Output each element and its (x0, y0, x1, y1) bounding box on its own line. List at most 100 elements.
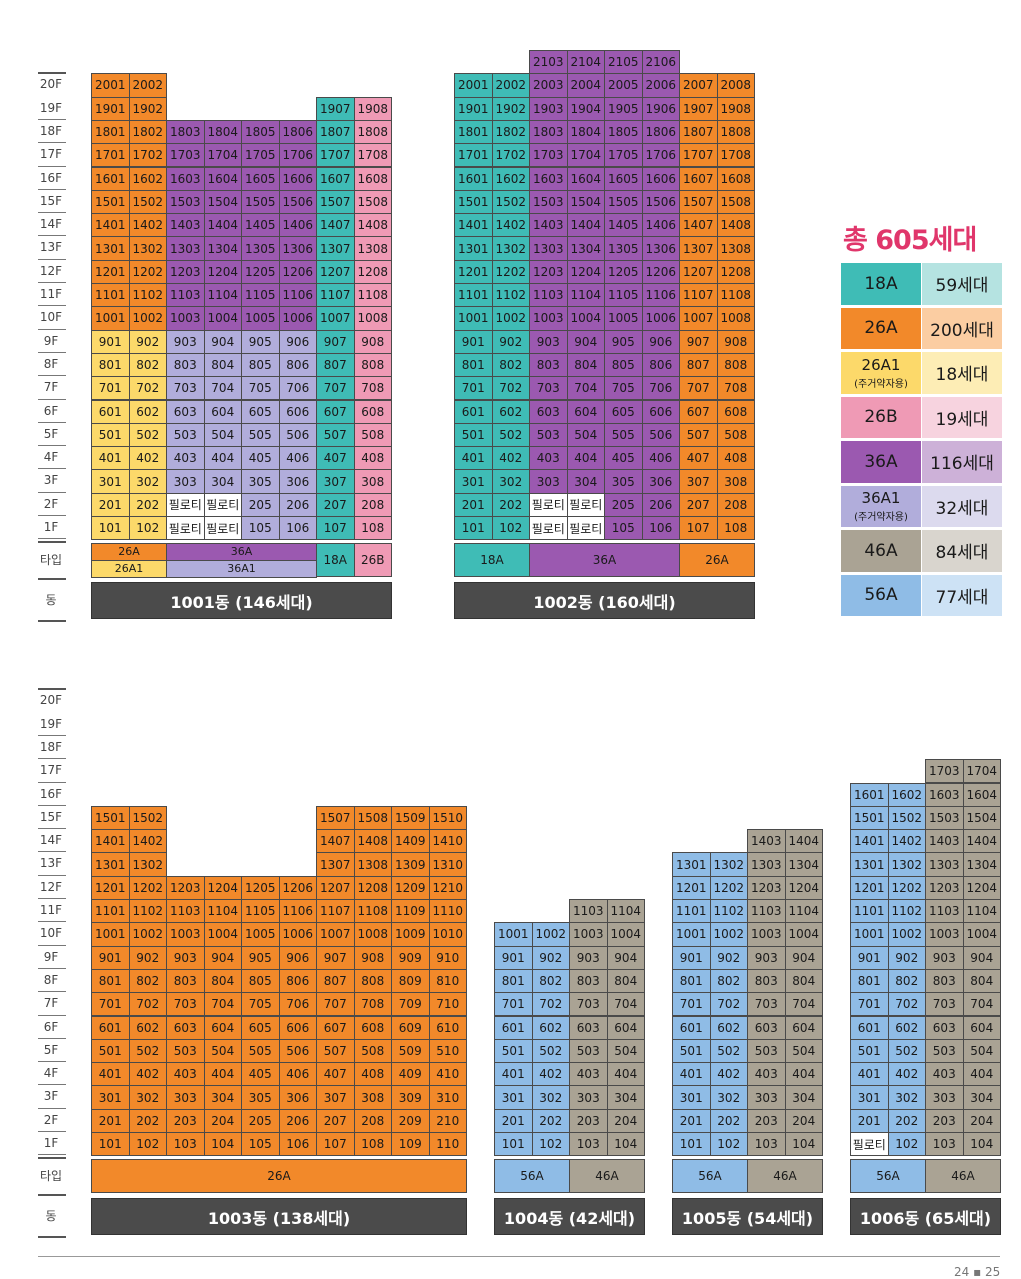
unit-106[interactable]: 106 (641, 516, 680, 541)
unit-1202[interactable]: 1202 (128, 875, 167, 900)
unit-305[interactable]: 305 (241, 469, 280, 494)
unit-1104[interactable]: 1104 (784, 899, 823, 924)
unit-1905[interactable]: 1905 (604, 96, 643, 121)
unit-404[interactable]: 404 (784, 1062, 823, 1087)
unit-1103[interactable]: 1103 (569, 899, 608, 924)
unit-1403[interactable]: 1403 (747, 829, 786, 854)
unit-209[interactable]: 209 (391, 1108, 430, 1133)
unit-801[interactable]: 801 (494, 968, 533, 994)
unit-704[interactable]: 704 (566, 376, 605, 401)
unit-1203[interactable]: 1203 (747, 875, 786, 900)
unit-102[interactable]: 102 (491, 516, 530, 541)
unit-1409[interactable]: 1409 (391, 829, 430, 854)
unit-1408[interactable]: 1408 (353, 829, 392, 854)
unit-902[interactable]: 902 (531, 945, 570, 970)
unit-803[interactable]: 803 (569, 968, 608, 994)
unit-1402[interactable]: 1402 (128, 829, 167, 854)
unit-1002[interactable]: 1002 (491, 306, 530, 331)
unit-1206[interactable]: 1206 (278, 259, 317, 284)
unit-1907[interactable]: 1907 (679, 96, 718, 121)
unit-1308[interactable]: 1308 (716, 236, 755, 261)
unit-804[interactable]: 804 (962, 968, 1001, 994)
unit-302[interactable]: 302 (491, 469, 530, 494)
unit-1405[interactable]: 1405 (604, 213, 643, 238)
unit-1404[interactable]: 1404 (566, 213, 605, 238)
unit-107[interactable]: 107 (316, 516, 355, 541)
unit-1202[interactable]: 1202 (887, 875, 926, 900)
unit-1509[interactable]: 1509 (391, 805, 430, 831)
unit-1803[interactable]: 1803 (166, 119, 205, 145)
unit-1202[interactable]: 1202 (709, 875, 748, 900)
unit-1907[interactable]: 1907 (316, 96, 355, 121)
unit-302[interactable]: 302 (128, 469, 167, 494)
unit-308[interactable]: 308 (716, 469, 755, 494)
unit-303[interactable]: 303 (569, 1085, 608, 1110)
unit-1803[interactable]: 1803 (529, 119, 568, 145)
unit-709[interactable]: 709 (391, 992, 430, 1017)
unit-705[interactable]: 705 (241, 992, 280, 1017)
unit-104[interactable]: 104 (962, 1132, 1001, 1157)
unit-602[interactable]: 602 (128, 1015, 167, 1040)
unit-1903[interactable]: 1903 (529, 96, 568, 121)
unit-305[interactable]: 305 (241, 1085, 280, 1110)
unit-406[interactable]: 406 (278, 1062, 317, 1087)
unit-1407[interactable]: 1407 (316, 829, 355, 854)
unit-1302[interactable]: 1302 (709, 852, 748, 877)
unit-1901[interactable]: 1901 (454, 96, 493, 121)
unit-1301[interactable]: 1301 (454, 236, 493, 261)
unit-1702[interactable]: 1702 (128, 143, 167, 168)
unit-2106[interactable]: 2106 (641, 50, 680, 75)
unit-1508[interactable]: 1508 (353, 189, 392, 215)
unit-905[interactable]: 905 (604, 329, 643, 354)
unit-2007[interactable]: 2007 (679, 73, 718, 98)
unit-1004[interactable]: 1004 (784, 922, 823, 947)
unit-202[interactable]: 202 (709, 1108, 748, 1133)
unit-1008[interactable]: 1008 (716, 306, 755, 331)
unit-1101[interactable]: 1101 (850, 899, 889, 924)
pilotis-cell[interactable]: 필로티 (529, 516, 568, 541)
unit-803[interactable]: 803 (925, 968, 964, 994)
unit-804[interactable]: 804 (784, 968, 823, 994)
unit-302[interactable]: 302 (709, 1085, 748, 1110)
unit-106[interactable]: 106 (278, 516, 317, 541)
unit-207[interactable]: 207 (679, 492, 718, 517)
unit-1001[interactable]: 1001 (850, 922, 889, 947)
unit-701[interactable]: 701 (494, 992, 533, 1017)
unit-902[interactable]: 902 (128, 329, 167, 354)
unit-903[interactable]: 903 (166, 945, 205, 970)
unit-1001[interactable]: 1001 (454, 306, 493, 331)
unit-804[interactable]: 804 (203, 968, 242, 994)
unit-1806[interactable]: 1806 (278, 119, 317, 145)
unit-1106[interactable]: 1106 (278, 899, 317, 924)
unit-1704[interactable]: 1704 (566, 143, 605, 168)
unit-1108[interactable]: 1108 (353, 899, 392, 924)
unit-1502[interactable]: 1502 (887, 805, 926, 831)
unit-1502[interactable]: 1502 (128, 189, 167, 215)
unit-402[interactable]: 402 (709, 1062, 748, 1087)
unit-301[interactable]: 301 (454, 469, 493, 494)
unit-704[interactable]: 704 (784, 992, 823, 1017)
unit-1003[interactable]: 1003 (569, 922, 608, 947)
unit-303[interactable]: 303 (747, 1085, 786, 1110)
unit-708[interactable]: 708 (353, 376, 392, 401)
unit-1107[interactable]: 1107 (679, 283, 718, 308)
unit-1208[interactable]: 1208 (353, 875, 392, 900)
unit-1808[interactable]: 1808 (353, 119, 392, 145)
unit-702[interactable]: 702 (531, 992, 570, 1017)
unit-802[interactable]: 802 (128, 968, 167, 994)
unit-1207[interactable]: 1207 (316, 259, 355, 284)
unit-1004[interactable]: 1004 (203, 306, 242, 331)
unit-402[interactable]: 402 (128, 446, 167, 471)
unit-804[interactable]: 804 (566, 352, 605, 378)
unit-308[interactable]: 308 (353, 1085, 392, 1110)
unit-504[interactable]: 504 (784, 1038, 823, 1064)
unit-1507[interactable]: 1507 (316, 805, 355, 831)
unit-1701[interactable]: 1701 (91, 143, 130, 168)
unit-702[interactable]: 702 (128, 992, 167, 1017)
unit-1801[interactable]: 1801 (91, 119, 130, 145)
unit-1604[interactable]: 1604 (203, 166, 242, 191)
unit-605[interactable]: 605 (241, 1015, 280, 1040)
unit-1010[interactable]: 1010 (428, 922, 467, 947)
unit-109[interactable]: 109 (391, 1132, 430, 1157)
unit-205[interactable]: 205 (604, 492, 643, 517)
